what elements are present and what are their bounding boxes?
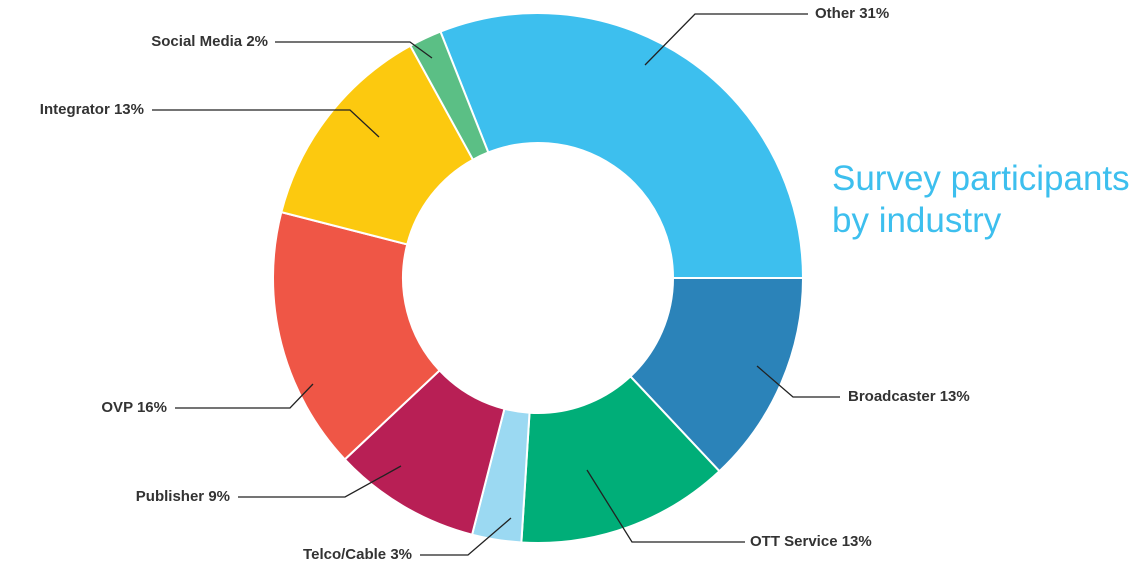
leader-line — [175, 383, 314, 409]
slice-label-value: 13% — [114, 101, 144, 118]
leader-line — [238, 465, 402, 498]
slice-label-value: 3% — [390, 546, 412, 563]
leader-line — [756, 365, 840, 398]
slice-label: OVP 16% — [101, 399, 167, 416]
slice-label-value: 9% — [208, 488, 230, 505]
leader-line — [420, 517, 512, 556]
slice-label: Social Media 2% — [151, 33, 268, 50]
slice-label-value: 2% — [246, 33, 268, 50]
slice-label: OTT Service 13% — [750, 533, 872, 550]
slice-label-name: OTT Service — [750, 533, 838, 550]
slice-label-name: Social Media — [151, 33, 243, 50]
slice-label: Telco/Cable 3% — [303, 546, 412, 563]
donut-slice — [439, 12, 805, 279]
leader-line — [586, 469, 745, 543]
slice-label-name: Telco/Cable — [303, 546, 386, 563]
slice-label: Broadcaster 13% — [848, 388, 970, 405]
slice-label-value: 13% — [842, 533, 872, 550]
slice-label-name: Integrator — [40, 101, 110, 118]
slice-label-value: 13% — [940, 388, 970, 405]
leader-line — [644, 13, 808, 66]
slice-label-name: OVP — [101, 399, 133, 416]
slice-label: Integrator 13% — [40, 101, 144, 118]
donut-slice — [408, 30, 490, 162]
slice-label-name: Other — [815, 5, 855, 22]
slice-label-value: 31% — [859, 5, 889, 22]
slice-label: Other 31% — [815, 5, 889, 22]
chart-title: Survey participants by industry — [832, 159, 1130, 240]
slice-label-name: Broadcaster — [848, 388, 936, 405]
slice-label: Publisher 9% — [136, 488, 230, 505]
slice-label-value: 16% — [137, 399, 167, 416]
donut-slice — [271, 210, 442, 461]
slice-label-name: Publisher — [136, 488, 205, 505]
leader-line — [275, 41, 433, 59]
leader-line — [152, 109, 380, 138]
